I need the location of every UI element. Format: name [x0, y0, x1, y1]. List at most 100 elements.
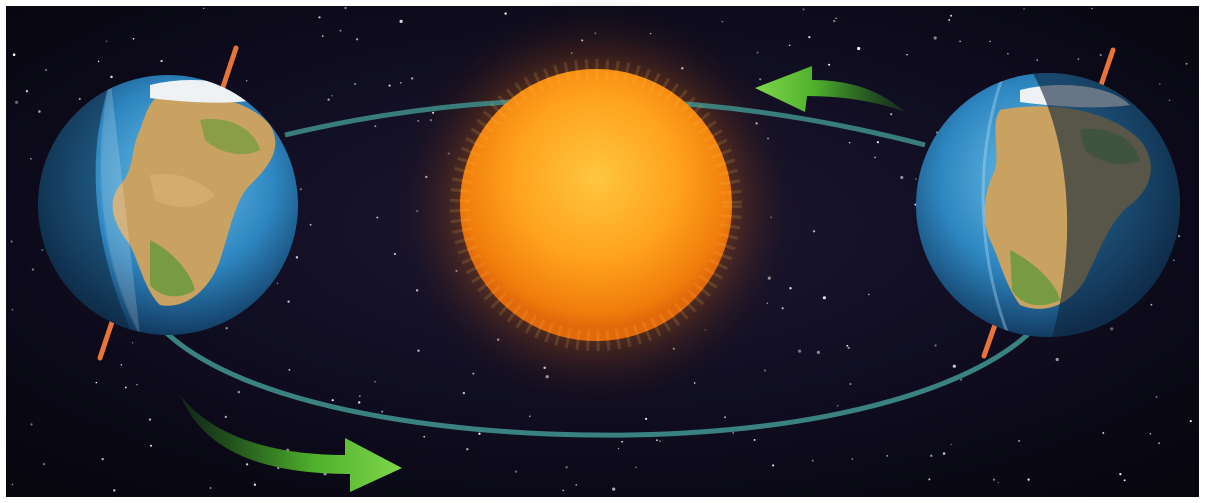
star: [105, 40, 108, 43]
star: [1158, 442, 1160, 444]
star: [504, 12, 507, 15]
star: [224, 415, 227, 419]
star: [847, 346, 850, 350]
star: [822, 296, 827, 300]
star: [812, 230, 816, 233]
star: [287, 300, 290, 303]
star: [612, 487, 616, 491]
star: [816, 350, 821, 354]
star: [295, 256, 299, 259]
star: [354, 83, 356, 85]
star: [915, 178, 917, 180]
arrow-bottom-left-icon: [180, 395, 402, 492]
star: [886, 455, 888, 457]
star: [110, 75, 113, 79]
star: [846, 344, 849, 347]
star: [756, 51, 759, 54]
star: [277, 467, 280, 470]
star: [721, 20, 724, 23]
star: [478, 432, 481, 435]
star: [781, 307, 784, 310]
star: [150, 444, 152, 447]
star: [621, 440, 624, 443]
star: [374, 381, 376, 383]
star: [380, 410, 384, 413]
arrow-top-right-icon: [755, 66, 905, 112]
star: [645, 417, 648, 420]
star: [874, 156, 876, 159]
star: [1168, 99, 1171, 102]
star: [423, 435, 426, 438]
earth-right-axis-bottom: [981, 319, 999, 359]
star: [617, 447, 620, 450]
star: [78, 97, 81, 100]
star: [836, 404, 839, 407]
star: [124, 386, 127, 389]
star: [25, 90, 29, 93]
star: [15, 100, 19, 104]
star: [656, 439, 658, 442]
star: [848, 141, 851, 144]
sun-icon: [460, 69, 732, 341]
star: [12, 53, 16, 56]
star: [1017, 439, 1021, 443]
star: [1102, 431, 1105, 434]
star: [1023, 8, 1025, 10]
star: [1173, 259, 1175, 262]
star: [914, 203, 917, 206]
star: [44, 68, 48, 72]
star: [1007, 53, 1009, 55]
star: [132, 37, 135, 40]
star: [1091, 7, 1093, 10]
star: [989, 40, 991, 43]
star: [934, 344, 937, 347]
star: [245, 79, 248, 82]
star: [31, 268, 35, 271]
earth-left-icon: [38, 45, 298, 361]
star: [136, 383, 138, 386]
star: [399, 81, 402, 84]
star: [113, 489, 116, 492]
earth-left-axis-top: [219, 45, 239, 93]
star: [1110, 327, 1114, 331]
star: [906, 53, 908, 56]
star: [1178, 235, 1180, 238]
star: [160, 59, 163, 63]
star: [514, 470, 518, 473]
star: [358, 395, 361, 398]
star: [942, 452, 946, 455]
star: [1055, 357, 1059, 362]
star: [933, 36, 937, 40]
star: [763, 369, 767, 372]
star: [321, 35, 324, 37]
star: [318, 16, 321, 19]
star: [276, 282, 279, 285]
star: [772, 464, 775, 467]
sun-texture: [450, 59, 742, 351]
star: [11, 308, 14, 311]
star: [1149, 433, 1152, 435]
star: [890, 113, 893, 116]
star: [992, 478, 996, 481]
star: [374, 125, 377, 128]
star: [950, 14, 953, 17]
star: [417, 349, 420, 352]
star: [38, 110, 41, 113]
star: [876, 141, 879, 144]
star: [528, 415, 531, 418]
star: [798, 349, 802, 353]
star: [11, 483, 14, 486]
star: [835, 17, 837, 20]
star: [209, 487, 212, 489]
star: [331, 94, 333, 97]
star: [788, 44, 791, 47]
star: [1123, 479, 1126, 482]
star: [97, 60, 100, 63]
star: [253, 483, 257, 486]
star: [948, 19, 951, 21]
star: [950, 443, 952, 446]
star: [299, 188, 302, 191]
star: [857, 46, 861, 51]
star: [288, 369, 291, 371]
